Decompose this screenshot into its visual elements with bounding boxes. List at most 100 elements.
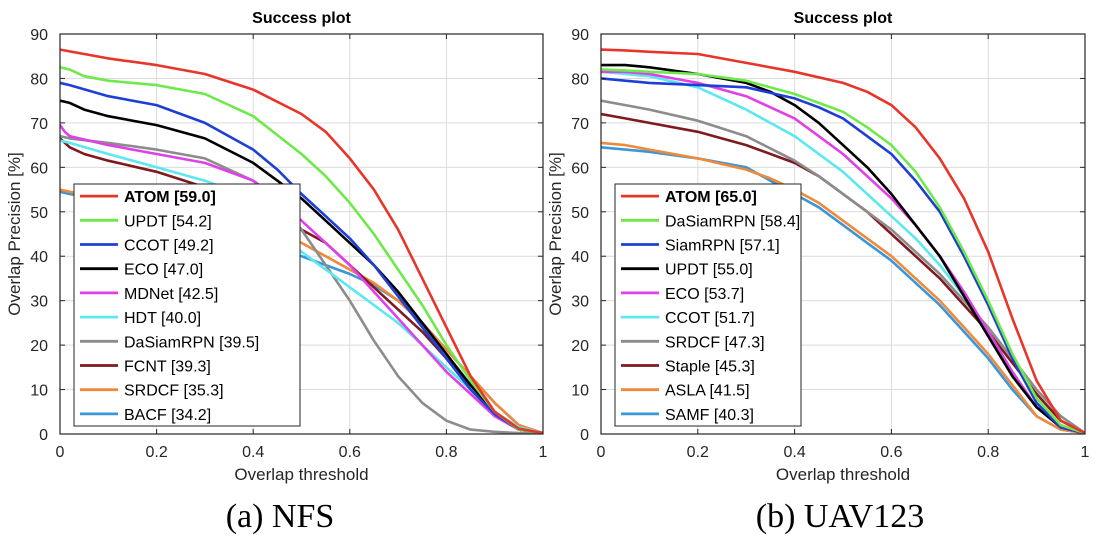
legend-series-score: [65.0] xyxy=(711,189,757,206)
legend-series-name: BACF xyxy=(124,407,167,424)
legend-series-score: [35.3] xyxy=(179,383,223,400)
x-tick-label: 0.4 xyxy=(783,444,805,461)
legend-label-bacf: BACF [34.2] xyxy=(124,407,211,424)
series-line-dasiamrpn xyxy=(601,68,1085,434)
legend-series-score: [47.3] xyxy=(720,334,764,351)
x-tick-label: 0.2 xyxy=(145,444,167,461)
axes-box xyxy=(600,33,1086,435)
y-tick-label: 80 xyxy=(30,71,48,88)
legend-label-eco: ECO [53.7] xyxy=(665,286,744,303)
legend-label-eco: ECO [47.0] xyxy=(124,262,203,279)
y-axis-label: Overlap Precision [%] xyxy=(546,152,565,315)
legend-label-atom: ATOM [59.0] xyxy=(124,189,216,206)
legend-series-score: [57.1] xyxy=(735,238,779,255)
legend-series-score: [49.2] xyxy=(169,238,213,255)
legend-series-name: FCNT xyxy=(124,359,167,376)
series-line-atom xyxy=(60,48,543,434)
y-tick-label: 20 xyxy=(30,338,48,355)
x-tick-label: 0.4 xyxy=(242,444,264,461)
legend-series-score: [39.3] xyxy=(166,359,210,376)
legend-series-score: [41.5] xyxy=(705,383,749,400)
legend-series-score: [58.4] xyxy=(756,213,800,230)
legend-series-score: [59.0] xyxy=(170,189,216,206)
y-tick-label: 10 xyxy=(30,383,48,400)
series-lines xyxy=(601,48,1085,434)
legend-series-score: [42.5] xyxy=(174,286,218,303)
legend-label-srdcf: SRDCF [47.3] xyxy=(665,334,765,351)
chart-nfs: 0 0.2 0.4 0.6 0.8 10102030405060708090Success… xyxy=(5,10,548,484)
legend-label-updt: UPDT [55.0] xyxy=(665,262,753,279)
x-tick-label: 0.8 xyxy=(977,444,999,461)
legend-box xyxy=(73,183,301,427)
legend-series-score: [53.7] xyxy=(700,286,744,303)
legend-series-name: SAMF xyxy=(665,407,710,424)
series-line-ccot xyxy=(60,81,543,434)
legend-label-staple: Staple [45.3] xyxy=(665,359,755,376)
legend-series-name: CCOT xyxy=(665,310,711,327)
y-tick-label: 50 xyxy=(30,205,48,222)
legend-series-name: ECO xyxy=(124,262,159,279)
y-tick-label: 0 xyxy=(580,427,589,444)
y-tick-label: 70 xyxy=(571,116,589,133)
legend-series-name: SRDCF xyxy=(124,383,179,400)
legend-series-name: HDT xyxy=(124,310,157,327)
legend: ATOM [65.0] DaSiamRPN [58.4] SiamRPN [57.1… xyxy=(614,183,802,427)
legend-label-asla: ASLA [41.5] xyxy=(665,383,750,400)
legend-series-name: Staple xyxy=(665,359,710,376)
chart-title: Success plot xyxy=(252,10,351,27)
y-tick-label: 90 xyxy=(30,27,48,44)
legend-series-score: [51.7] xyxy=(710,310,754,327)
x-tick-label: 0.2 xyxy=(687,444,709,461)
y-tick-label: 80 xyxy=(571,71,589,88)
y-tick-label: 40 xyxy=(571,249,589,266)
y-tick-label: 40 xyxy=(30,249,48,266)
x-axis-label: Overlap threshold xyxy=(776,465,910,484)
series-line-dasiamrpn xyxy=(60,134,543,434)
series-line-siamrpn xyxy=(601,77,1085,434)
legend-series-score: [54.2] xyxy=(167,213,211,230)
x-tick-label: 0 xyxy=(56,444,65,461)
y-tick-label: 50 xyxy=(571,205,589,222)
legend-label-updt: UPDT [54.2] xyxy=(124,213,212,230)
legend-label-atom: ATOM [65.0] xyxy=(665,189,757,206)
legend-series-score: [40.3] xyxy=(709,407,753,424)
legend-label-srdcf: SRDCF [35.3] xyxy=(124,383,224,400)
x-tick-label: 1 xyxy=(1081,444,1090,461)
legend-series-name: ATOM xyxy=(665,189,711,206)
y-tick-label: 60 xyxy=(571,160,589,177)
series-line-atom xyxy=(601,48,1085,434)
y-tick-label: 30 xyxy=(571,294,589,311)
legend-series-name: ATOM xyxy=(124,189,170,206)
caption-nfs: (a) NFS xyxy=(225,498,335,535)
y-axis-label: Overlap Precision [%] xyxy=(5,152,24,315)
legend-series-score: [55.0] xyxy=(708,262,752,279)
legend-series-score: [45.3] xyxy=(710,359,754,376)
chart-title: Success plot xyxy=(794,10,893,27)
series-line-asla xyxy=(601,141,1085,434)
series-line-eco xyxy=(60,99,543,434)
x-tick-label: 1 xyxy=(539,444,548,461)
legend-label-ccot: CCOT [51.7] xyxy=(665,310,755,327)
legend-series-name: ASLA xyxy=(665,383,706,400)
legend-label-dasiamrpn: DaSiamRPN [39.5] xyxy=(124,334,259,351)
x-tick-label: 0.8 xyxy=(435,444,457,461)
legend: ATOM [59.0]UPDT [54.2]CCOT [49.2]ECO [47… xyxy=(73,183,301,427)
legend-series-name: SRDCF xyxy=(665,334,720,351)
legend-series-name: UPDT xyxy=(124,213,168,230)
series-line-updt xyxy=(60,66,543,434)
chart-uav123: 0 0.2 0.4 0.6 0.8 10102030405060708090Success… xyxy=(546,10,1090,484)
legend-series-score: [39.5] xyxy=(215,334,259,351)
legend-series-name: DaSiamRPN xyxy=(124,334,215,351)
legend-series-name: DaSiamRPN xyxy=(665,213,756,230)
legend-series-name: ECO xyxy=(665,286,700,303)
legend-series-name: SiamRPN xyxy=(665,238,735,255)
axes-box xyxy=(59,33,544,435)
series-line-mdnet xyxy=(60,123,543,434)
legend-label-ccot: CCOT [49.2] xyxy=(124,238,214,255)
legend-label-samf: SAMF [40.3] xyxy=(665,407,754,424)
legend-series-score: [40.0] xyxy=(157,310,201,327)
legend-series-score: [47.0] xyxy=(159,262,203,279)
legend-label-siamrpn: SiamRPN [57.1] xyxy=(665,238,780,255)
legend-series-name: UPDT xyxy=(665,262,709,279)
legend-box xyxy=(614,183,802,427)
